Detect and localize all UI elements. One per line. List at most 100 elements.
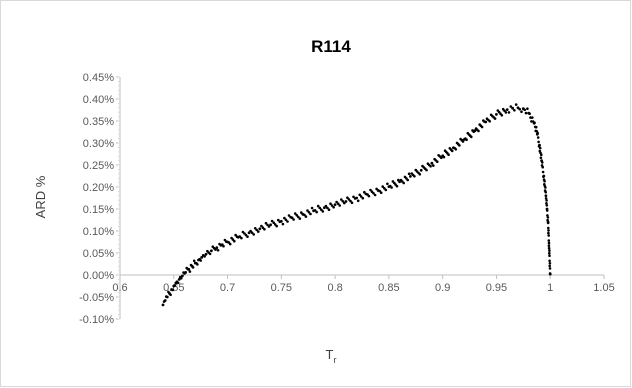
y-tick-labels: 0.45% 0.40% 0.35% 0.30% 0.25% 0.20% 0.15% 0.10%…	[79, 72, 120, 326]
data-point	[548, 254, 551, 257]
data-point	[381, 185, 385, 188]
data-point	[269, 223, 272, 227]
data-point	[257, 230, 260, 233]
data-point	[310, 206, 314, 210]
data-point	[538, 143, 541, 147]
y-axis-label: ARD %	[33, 175, 48, 218]
y-tick-label: 0.00%	[83, 270, 114, 282]
data-point	[509, 105, 513, 108]
data-point	[173, 284, 177, 287]
data-point	[306, 209, 309, 212]
x-tick-labels: 0.6 0.65 0.7 0.75 0.8 0.85 0.9 0.95 1 1.05	[112, 275, 615, 294]
x-tick-label: 1.05	[593, 282, 614, 294]
x-axis-label-main: T	[326, 347, 334, 362]
data-point	[358, 193, 362, 197]
data-point	[537, 140, 540, 144]
data-point	[390, 186, 393, 189]
data-point	[216, 249, 220, 252]
data-point	[430, 161, 434, 165]
data-point	[477, 129, 480, 133]
data-point	[295, 213, 299, 217]
data-point	[534, 125, 538, 129]
data-point	[258, 227, 262, 231]
data-point	[341, 200, 345, 203]
data-point	[303, 213, 306, 217]
y-tick-label: 0.35%	[83, 116, 114, 128]
data-point	[539, 156, 543, 159]
data-point	[533, 121, 536, 125]
data-point	[379, 191, 383, 194]
data-point	[419, 168, 423, 172]
data-point	[210, 249, 213, 253]
x-tick-label: 0.65	[163, 282, 184, 294]
data-point	[275, 224, 279, 228]
data-point	[321, 210, 325, 213]
data-point	[361, 196, 365, 200]
data-point	[505, 108, 509, 111]
data-point	[545, 202, 548, 205]
data-point	[293, 212, 297, 215]
data-point	[277, 218, 280, 222]
data-point	[267, 225, 271, 228]
data-point	[363, 190, 366, 194]
data-point	[465, 138, 468, 141]
data-point	[287, 214, 291, 217]
data-point	[545, 204, 549, 207]
data-point	[480, 125, 484, 129]
data-point	[541, 161, 544, 164]
data-point	[436, 160, 439, 163]
x-tick-label: 0.75	[271, 282, 292, 294]
y-tick-label: 0.10%	[83, 226, 114, 238]
data-point	[181, 274, 184, 278]
data-point	[373, 193, 377, 197]
data-point	[504, 111, 508, 114]
data-point	[233, 239, 236, 243]
data-point	[369, 188, 372, 192]
data-point	[327, 208, 331, 211]
data-point	[542, 174, 546, 178]
y-tick-label: 0.25%	[83, 160, 114, 172]
data-point	[547, 241, 551, 245]
data-point	[298, 217, 302, 220]
data-point	[255, 228, 258, 232]
data-point	[263, 228, 266, 231]
data-point	[440, 156, 443, 160]
data-point	[286, 220, 289, 223]
x-axis-label: Tr	[326, 347, 337, 365]
data-point	[523, 108, 526, 112]
data-point	[326, 206, 329, 210]
data-point	[543, 179, 546, 183]
chart-title: R114	[311, 37, 351, 56]
data-point	[324, 204, 328, 208]
data-point	[333, 203, 337, 207]
data-point	[238, 235, 242, 238]
data-point	[458, 144, 461, 147]
data-point	[386, 182, 389, 186]
data-point	[547, 239, 551, 242]
data-point	[272, 221, 276, 224]
data-point	[215, 246, 219, 250]
data-points	[161, 103, 552, 307]
data-point	[340, 198, 343, 201]
data-point	[180, 276, 183, 280]
data-point	[548, 259, 551, 263]
data-point	[493, 117, 497, 120]
data-point	[313, 209, 317, 212]
data-point	[406, 178, 410, 182]
data-point	[538, 146, 542, 150]
x-tick-label: 0.7	[220, 282, 235, 294]
y-axis-title: ARD %	[33, 175, 48, 218]
data-point	[528, 112, 531, 115]
data-point	[450, 149, 454, 153]
data-point	[260, 224, 263, 228]
data-point	[507, 111, 511, 114]
data-point	[356, 199, 360, 203]
data-point	[473, 129, 477, 133]
y-tick-label: 0.30%	[83, 138, 114, 150]
data-point	[165, 295, 169, 299]
data-point	[346, 196, 349, 199]
data-point	[279, 219, 283, 223]
data-point	[188, 270, 192, 273]
data-point	[544, 186, 547, 189]
